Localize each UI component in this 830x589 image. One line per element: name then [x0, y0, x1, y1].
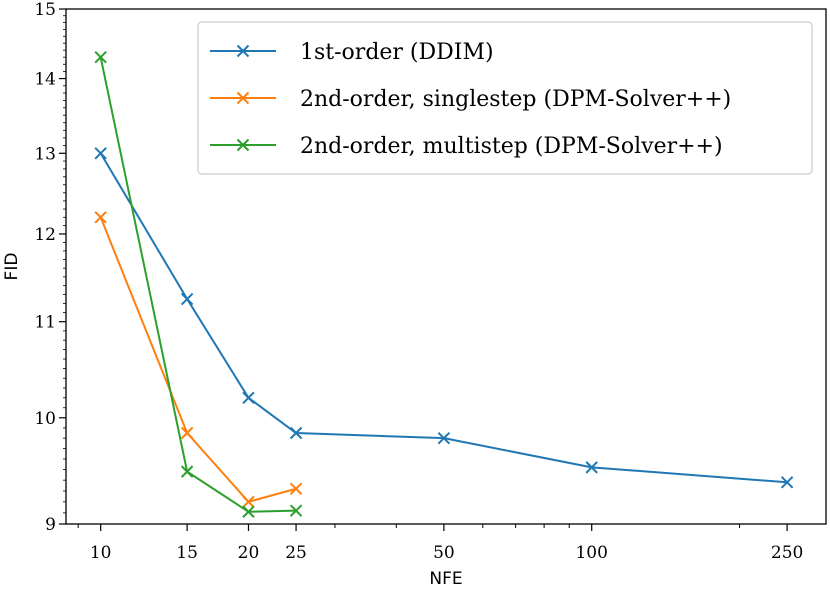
series-2 [94, 211, 303, 509]
data-point [289, 426, 303, 440]
legend-marker [236, 91, 250, 105]
legend-label: 2nd-order, singlestep (DPM-Solver++) [300, 87, 731, 112]
data-point [242, 391, 255, 405]
x-tick-label: 50 [433, 543, 455, 563]
data-point [94, 147, 107, 160]
legend-label: 1st-order (DDIM) [300, 40, 494, 65]
y-tick-label: 15 [34, 0, 56, 20]
series-line [99, 56, 297, 513]
data-point [242, 505, 255, 518]
legend-item: 1st-order (DDIM) [210, 40, 494, 65]
legend-label: 2nd-order, multistep (DPM-Solver++) [300, 134, 723, 159]
y-axis-ticks: 9 10 11 12 13 14 15 [34, 0, 66, 535]
legend: 1st-order (DDIM) 2nd-order, singlestep (D… [197, 21, 813, 175]
data-point [289, 482, 303, 495]
legend-item: 2nd-order, multistep (DPM-Solver++) [210, 134, 723, 159]
data-point [94, 211, 107, 224]
plot-frame [65, 8, 827, 525]
series-layer [94, 50, 794, 518]
y-tick-label: 10 [34, 409, 56, 429]
data-point [437, 431, 451, 445]
legend-box [197, 21, 813, 175]
y-tick-label: 13 [34, 144, 56, 164]
data-point [780, 476, 794, 489]
data-point [242, 495, 255, 509]
legend-marker [236, 138, 250, 152]
data-point [94, 50, 107, 64]
y-tick-label: 12 [34, 225, 56, 245]
legend-marker [236, 44, 250, 58]
data-point [180, 465, 194, 478]
data-point [180, 292, 194, 306]
x-tick-label: 20 [238, 543, 260, 563]
x-tick-label: 15 [176, 543, 198, 563]
series-line [99, 152, 788, 484]
x-axis-label: NFE [429, 569, 462, 589]
data-point [585, 461, 598, 474]
series-3 [94, 50, 303, 518]
x-tick-label: 250 [771, 543, 803, 563]
x-tick-label: 25 [285, 543, 307, 563]
x-tick-label: 10 [90, 543, 112, 563]
legend-item: 2nd-order, singlestep (DPM-Solver++) [210, 87, 731, 112]
y-tick-label: 9 [45, 515, 56, 535]
series-1 [94, 147, 794, 489]
data-point [180, 426, 194, 440]
data-point [289, 504, 303, 517]
x-axis-ticks: 10 15 20 25 50 100 250 [77, 524, 803, 563]
y-tick-label: 11 [34, 313, 56, 333]
y-axis-label: FID [2, 253, 22, 281]
x-tick-label: 100 [575, 543, 607, 563]
y-tick-label: 14 [34, 70, 56, 90]
series-line [99, 216, 297, 503]
